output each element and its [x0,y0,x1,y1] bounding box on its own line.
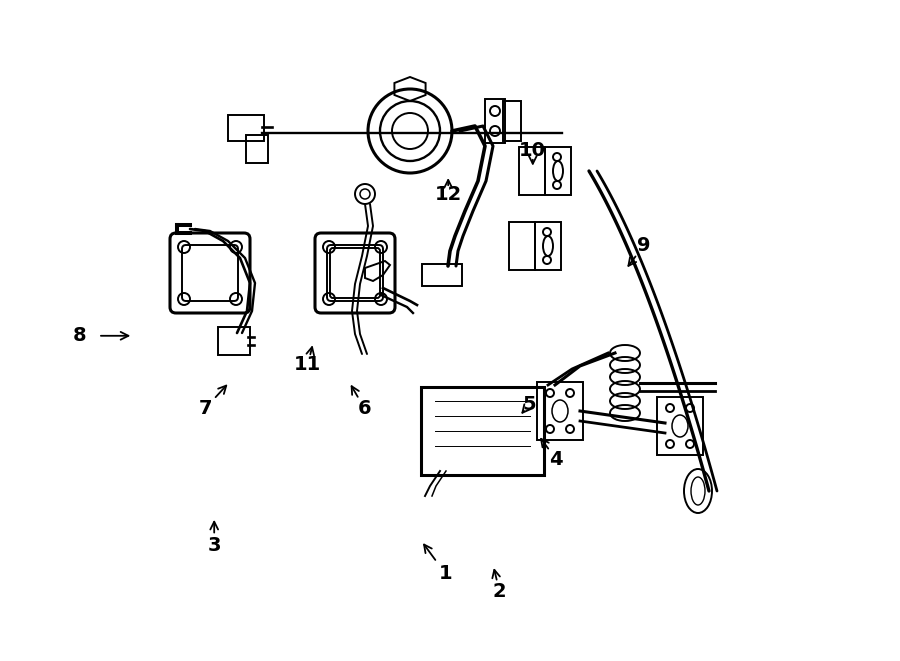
Text: 7: 7 [199,399,212,418]
Text: 4: 4 [549,450,563,469]
Text: 1: 1 [438,564,453,583]
Text: 5: 5 [522,395,536,414]
Text: 8: 8 [72,327,86,345]
Text: 11: 11 [294,356,321,374]
Text: 10: 10 [519,141,546,160]
Text: 6: 6 [357,399,372,418]
Text: 2: 2 [492,582,507,601]
Text: 12: 12 [435,186,462,204]
Text: 3: 3 [207,536,221,555]
Text: 9: 9 [637,237,650,255]
